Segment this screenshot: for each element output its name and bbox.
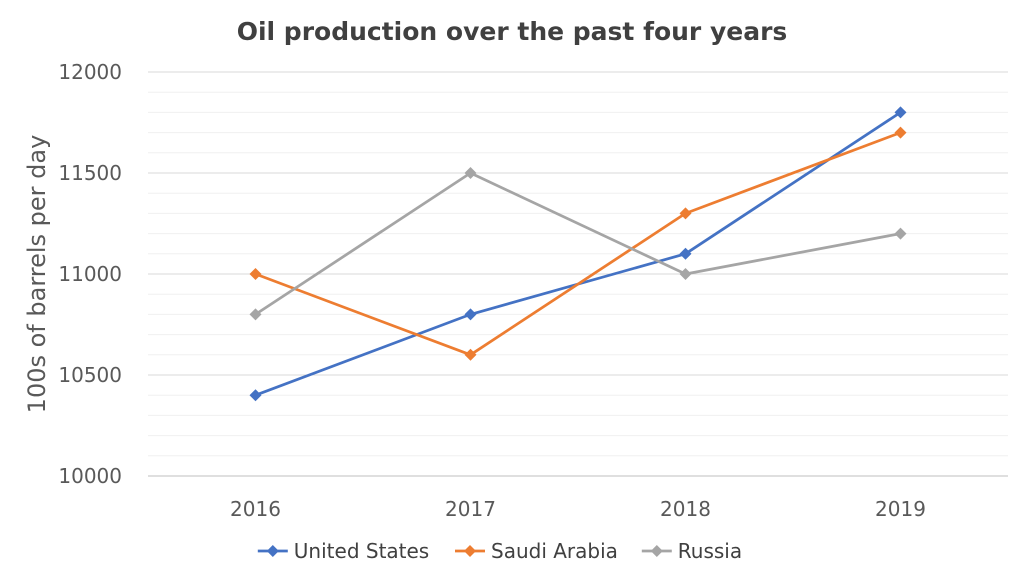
legend-item: United States [257, 539, 429, 563]
x-tick-label: 2019 [875, 497, 926, 521]
data-point-marker [249, 389, 262, 402]
y-tick-label: 11000 [58, 262, 122, 286]
data-point-marker [679, 247, 692, 260]
legend-label: Saudi Arabia [491, 539, 618, 563]
legend-item: Russia [641, 539, 742, 563]
legend-marker [464, 545, 476, 557]
series-russia [249, 167, 907, 321]
x-tick-label: 2016 [230, 497, 281, 521]
data-point-marker [679, 207, 692, 220]
gridlines [148, 71, 1008, 477]
y-tick-label: 11500 [58, 161, 122, 185]
legend-marker [650, 545, 663, 557]
data-point-marker [464, 308, 477, 321]
y-tick-label: 10500 [58, 363, 122, 387]
data-point-marker [894, 106, 907, 119]
legend: United States Saudi Arabia Russia [257, 539, 742, 563]
data-point-marker [249, 268, 262, 280]
data-point-marker [894, 227, 907, 240]
y-tick-label: 12000 [58, 60, 122, 84]
series-saudi-arabia [249, 126, 907, 361]
data-point-marker [464, 348, 477, 361]
x-tick-label: 2017 [445, 497, 496, 521]
y-tick-label: 10000 [58, 464, 122, 488]
data-point-marker [679, 268, 692, 280]
legend-item: Saudi Arabia [455, 539, 618, 563]
legend-label: United States [294, 539, 429, 563]
y-axis-ticks: 10000 10500 11000 11500 12000 [58, 60, 122, 488]
series-line [254, 171, 901, 316]
legend-label: Russia [678, 539, 742, 563]
data-point-marker [464, 167, 477, 179]
legend-marker [266, 545, 279, 557]
data-point-marker [894, 126, 907, 139]
chart-title: Oil production over the past four years [237, 17, 788, 46]
series-line [255, 131, 901, 357]
y-axis-label: 100s of barrels per day [23, 135, 51, 414]
series-group [249, 106, 907, 402]
data-point-marker [249, 308, 262, 321]
x-axis-ticks: 2016 2017 2018 2019 [230, 497, 926, 521]
x-tick-label: 2018 [660, 497, 711, 521]
